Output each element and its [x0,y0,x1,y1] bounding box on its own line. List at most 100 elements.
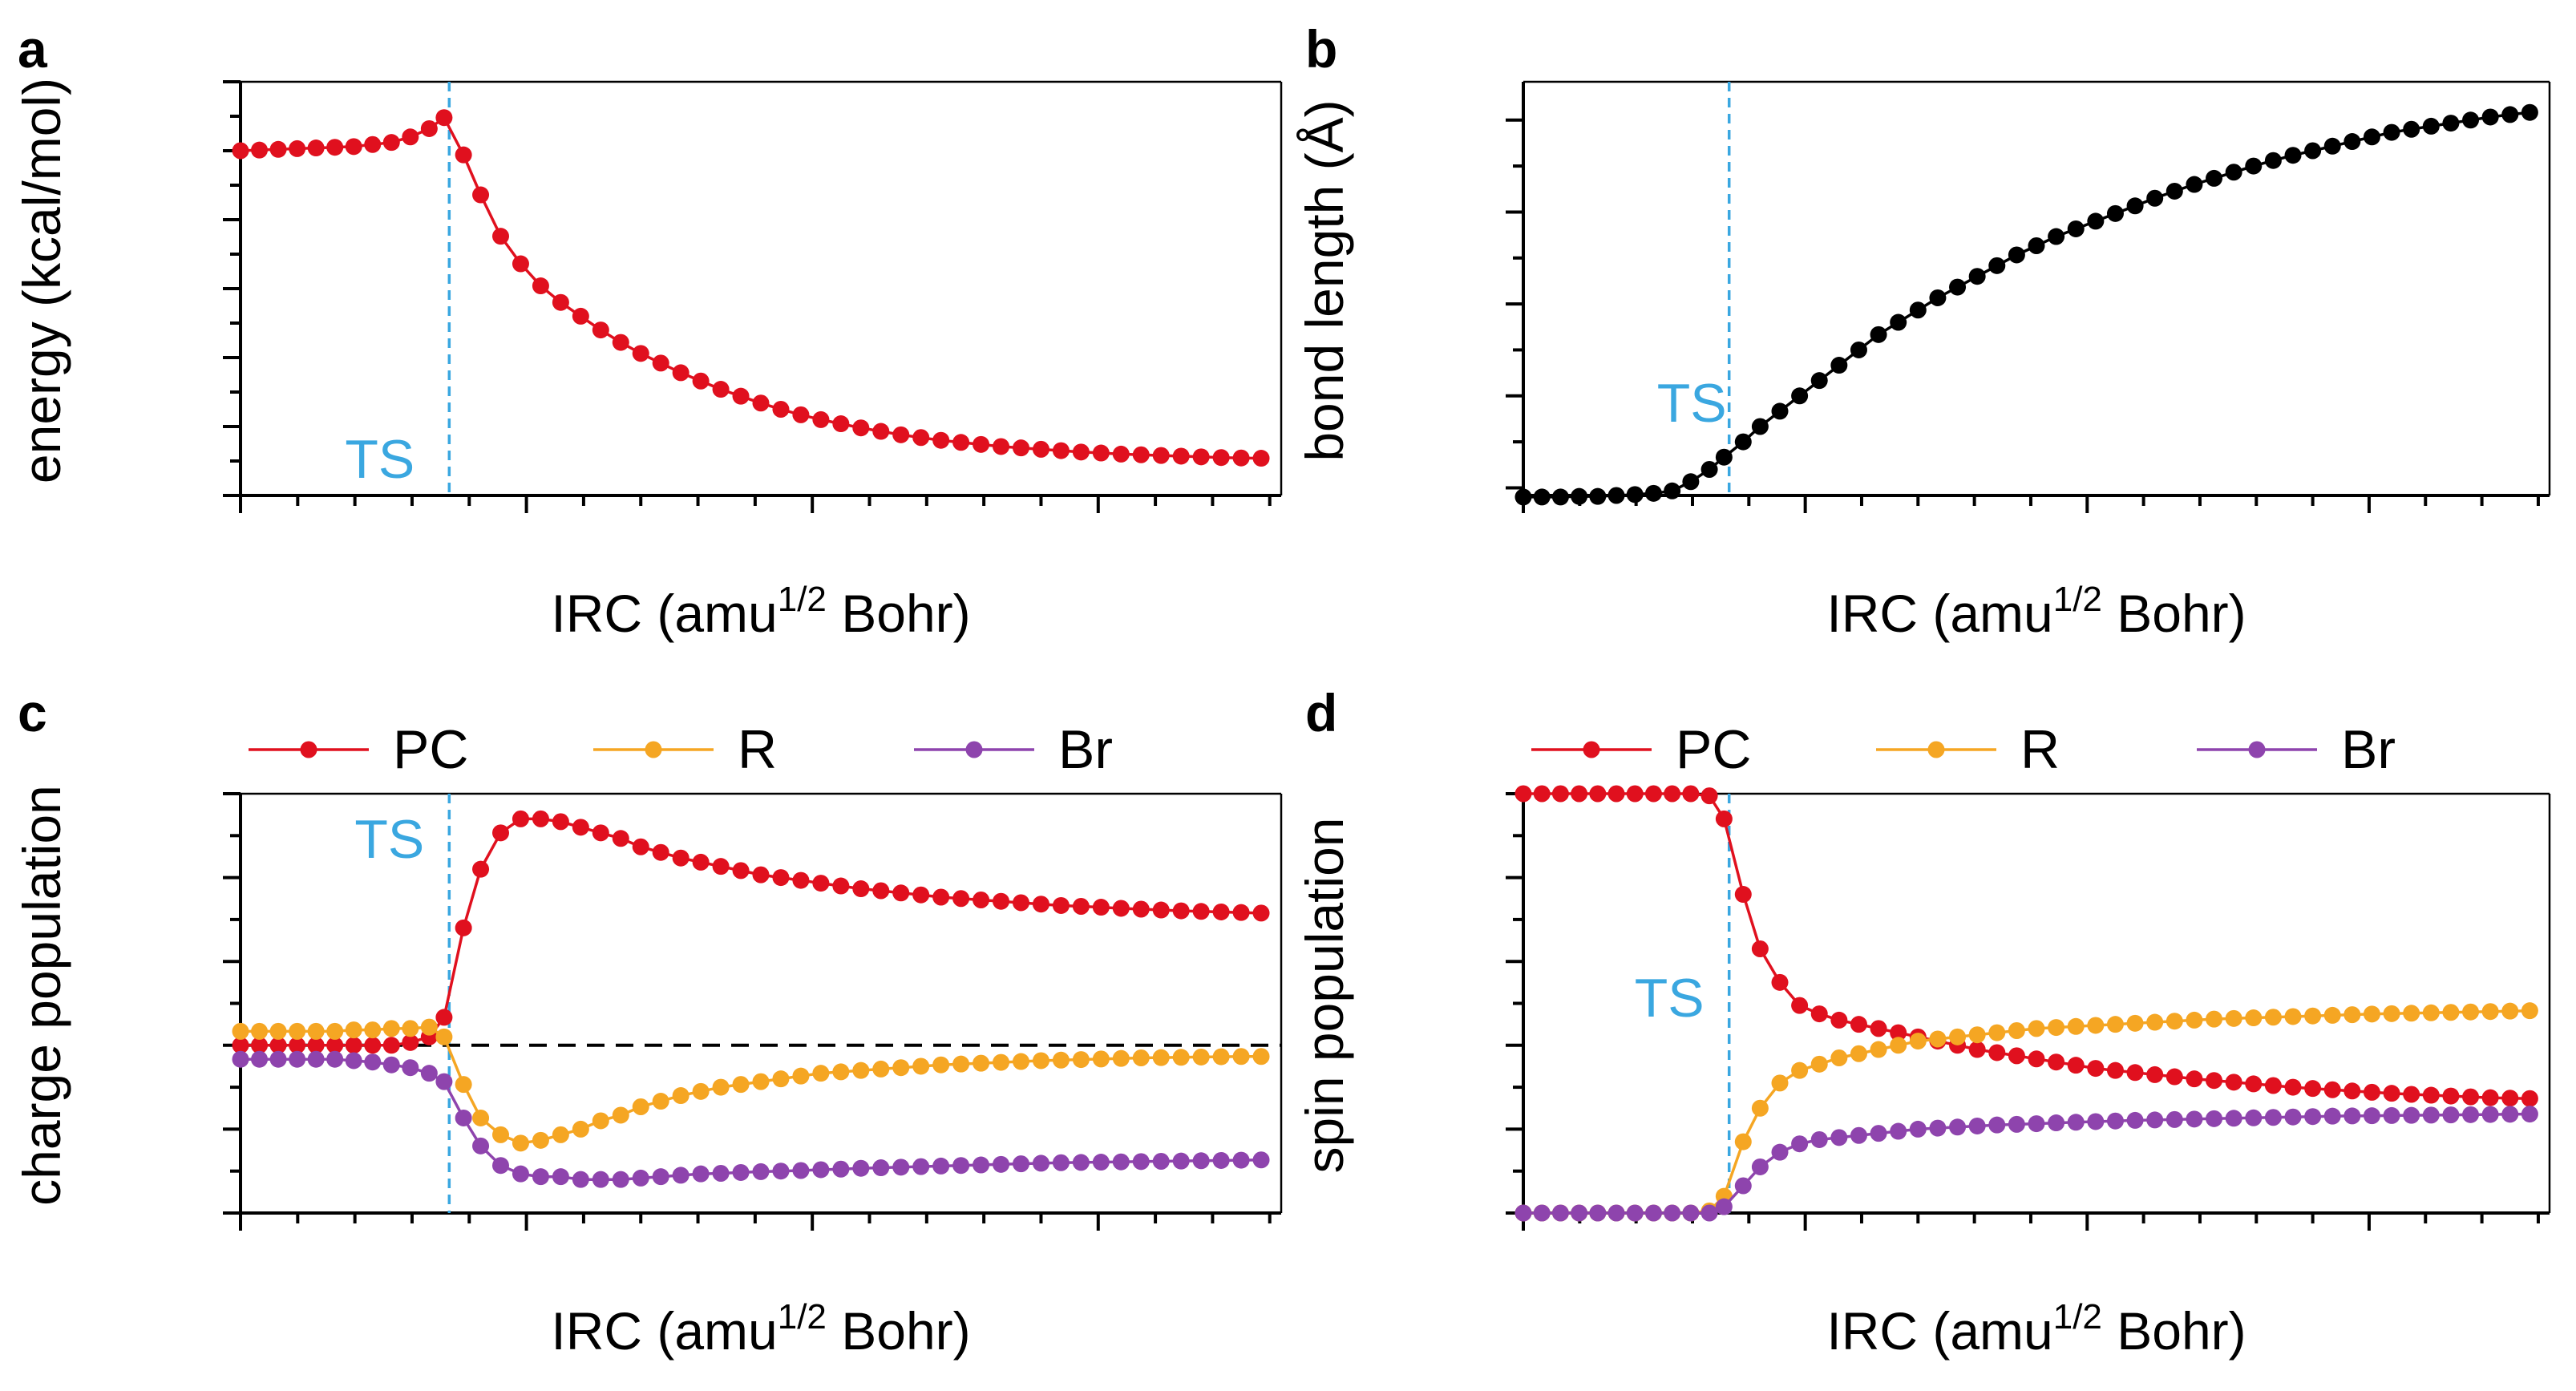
data-point [1870,1041,1887,1058]
x-axis-label-sup: 1/2 [778,580,827,619]
data-point [973,1054,990,1072]
data-point [912,429,930,447]
data-point [455,1109,472,1126]
data-point [892,426,910,443]
data-point [1715,448,1733,466]
data-point [289,1022,306,1040]
data-point [752,866,770,884]
data-point [1626,486,1644,503]
data-point [232,1022,249,1040]
data-point [1682,473,1700,491]
data-point [289,1037,306,1054]
data-point [1700,461,1718,479]
data-point [2383,1005,2400,1022]
data-point [712,381,730,398]
data-point [1112,1049,1130,1067]
data-point [912,1057,930,1075]
data-point [1968,1117,1986,1134]
data-point [2067,1017,2085,1035]
data-point [1682,785,1700,803]
data-point [712,858,730,875]
ts-label: TS [1635,968,1705,1029]
data-point [1626,1204,1644,1222]
data-point [2403,1106,2420,1124]
data-point [2048,1019,2065,1037]
data-point [1192,903,1210,920]
legend-label: R [2020,719,2060,780]
panel-letter-b: b [1305,19,1337,79]
data-point [364,1037,382,1054]
data-point [2521,103,2538,121]
x-axis-label-sup: 1/2 [778,1297,827,1336]
data-point [1152,901,1170,919]
data-point [345,1037,362,1054]
data-point [251,1050,269,1068]
data-point [912,886,930,904]
data-point [2206,1010,2223,1028]
data-point [1252,904,1270,922]
data-point [692,372,710,390]
data-point [2146,1065,2164,1083]
data-point [572,819,589,836]
data-point [952,1157,970,1175]
data-point [2521,1002,2538,1020]
data-point [1032,1052,1049,1070]
data-point [1968,1041,1986,1058]
data-point [1734,1133,1752,1150]
legend-swatch-marker [1927,741,1945,758]
data-point [592,1171,609,1188]
data-point [289,1050,306,1068]
data-point [792,1067,810,1085]
data-point [2422,117,2440,135]
data-point [1890,313,1907,331]
data-point [652,1093,669,1110]
data-point [2304,1080,2322,1098]
data-point [1589,785,1607,803]
data-point [932,1056,950,1074]
x-axis-label: IRC (amu1/2 Bohr) [551,1297,970,1361]
data-point [2501,1002,2519,1020]
data-point [572,307,589,325]
data-point [1212,449,1230,467]
legend-swatch-marker [965,741,983,758]
data-point [2028,237,2045,254]
data-point [612,1106,629,1124]
data-point [932,431,950,449]
data-point [251,141,269,159]
data-point [435,109,453,127]
data-point [492,824,509,842]
data-point [1172,1152,1190,1170]
data-point [1252,450,1270,467]
data-point [532,1131,549,1149]
data-point [1988,1044,2006,1061]
data-point [1092,899,1110,916]
data-point [2245,1109,2263,1126]
data-point [1734,886,1752,904]
data-point [2521,1106,2538,1123]
data-point [612,1171,629,1188]
data-point [712,1164,730,1182]
data-point [2422,1106,2440,1124]
data-point [1929,1030,1947,1048]
data-point [832,1160,850,1178]
data-point [1589,1204,1607,1222]
data-point [1988,1116,2006,1134]
data-point [2462,111,2480,129]
data-point [1830,1011,1848,1029]
data-point [269,1050,287,1068]
data-point [532,810,549,827]
data-point [1644,785,1662,803]
data-point [2166,1013,2183,1030]
data-point [2106,204,2124,222]
data-point [1032,440,1049,458]
data-point [652,354,669,372]
data-point [2008,246,2025,264]
data-point [872,882,890,900]
data-point [251,1037,269,1054]
x-axis-label-base: IRC (amu [551,584,777,643]
data-point [1052,896,1070,914]
data-point [1771,1143,1789,1161]
data-point [232,142,249,160]
data-point [1700,1204,1718,1222]
